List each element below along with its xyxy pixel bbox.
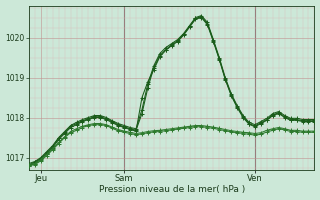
X-axis label: Pression niveau de la mer( hPa ): Pression niveau de la mer( hPa ) [99, 185, 245, 194]
